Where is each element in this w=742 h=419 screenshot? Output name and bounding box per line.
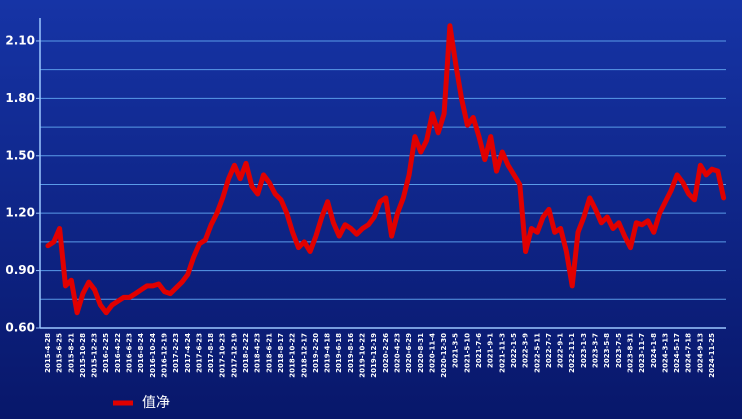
x-tick-label: 2022-1-5: [510, 333, 518, 368]
x-tick-label: 2020-4-23: [393, 333, 401, 373]
x-tick-label: 2019-2-20: [312, 333, 320, 373]
x-tick-label: 2020-8-31: [417, 333, 425, 373]
x-tick-label: 2018-12-17: [300, 333, 308, 378]
x-tick-label: 2018-4-23: [254, 333, 262, 373]
y-tick-label: 0.90: [5, 263, 35, 277]
x-tick-label: 2022-3-9: [522, 333, 530, 368]
x-tick-label: 2021-5-10: [463, 333, 471, 373]
x-tick-label: 2023-7-5: [615, 333, 623, 368]
x-tick-label: 2024-11-25: [708, 333, 716, 378]
x-tick-label: 2015-6-25: [56, 333, 64, 373]
x-tick-label: 2024-9-13: [696, 333, 704, 373]
x-tick-label: 2017-12-19: [230, 333, 238, 378]
x-tick-label: 2018-2-22: [242, 333, 250, 373]
x-tick-label: 2019-6-18: [335, 333, 343, 373]
x-tick-label: 2019-10-22: [359, 333, 367, 378]
x-tick-label: 2021-11-3: [498, 333, 506, 373]
x-tick-label: 2024-5-17: [673, 333, 681, 373]
x-tick-label: 2017-8-18: [207, 333, 215, 373]
x-tick-label: 2016-6-23: [126, 333, 134, 373]
x-tick-label: 2021-9-1: [487, 333, 495, 368]
series-line: [45, 23, 727, 316]
x-tick-label: 2022-7-7: [545, 333, 553, 368]
x-tick-label: 2024-3-13: [661, 333, 669, 373]
x-tick-label: 2021-7-6: [475, 333, 483, 368]
x-tick-label: 2020-2-26: [382, 333, 390, 373]
x-tick-label: 2021-3-5: [452, 333, 460, 368]
x-tick-label: 2022-11-1: [568, 333, 576, 373]
x-tick-label: 2023-1-3: [580, 333, 588, 368]
x-tick-label: 2022-9-1: [557, 333, 565, 368]
x-tick-label: 2015-4-28: [44, 333, 52, 373]
x-tick-label: 2023-5-8: [603, 333, 611, 368]
legend-label: 值净: [142, 395, 170, 411]
x-tick-label: 2018-6-21: [265, 333, 273, 373]
x-tick-label: 2017-6-23: [195, 333, 203, 373]
x-tick-label: 2019-12-19: [370, 333, 378, 378]
x-tick-label: 2017-10-23: [219, 333, 227, 378]
y-tick-label: 0.60: [5, 321, 35, 335]
x-tick-label: 2022-5-11: [533, 333, 541, 373]
x-tick-label: 2015-8-21: [67, 333, 75, 373]
x-tick-label: 2015-12-23: [91, 333, 99, 378]
y-tick-label: 1.20: [5, 206, 35, 220]
x-tick-label: 2018-10-22: [289, 333, 297, 378]
x-tick-label: 2016-2-25: [102, 333, 110, 373]
x-tick-label: 2019-4-18: [324, 333, 332, 373]
x-tick-label: 2020-12-30: [440, 333, 448, 378]
x-tick-label: 2024-7-18: [685, 333, 693, 373]
x-tick-label: 2023-11-7: [638, 333, 646, 373]
x-tick-label: 2023-8-31: [626, 333, 634, 373]
x-tick-label: 2016-10-24: [149, 333, 157, 378]
x-tick-label: 2017-4-24: [184, 333, 192, 373]
x-tick-label: 2016-8-24: [137, 333, 145, 373]
x-tick-label: 2019-8-16: [347, 333, 355, 373]
x-tick-label: 2020-6-29: [405, 333, 413, 373]
x-tick-label: 2024-1-8: [650, 333, 658, 368]
x-tick-label: 2016-4-22: [114, 333, 122, 373]
y-tick-label: 2.10: [5, 33, 35, 47]
y-tick-label: 1.50: [5, 148, 35, 162]
x-tick-label: 2020-11-4: [428, 333, 436, 373]
x-tick-label: 2023-3-7: [592, 333, 600, 368]
x-tick-label: 2016-12-19: [160, 333, 168, 378]
x-tick-label: 2015-10-28: [79, 333, 87, 378]
x-tick-label: 2018-8-17: [277, 333, 285, 373]
y-tick-label: 1.80: [5, 91, 35, 105]
x-tick-label: 2017-2-23: [172, 333, 180, 373]
